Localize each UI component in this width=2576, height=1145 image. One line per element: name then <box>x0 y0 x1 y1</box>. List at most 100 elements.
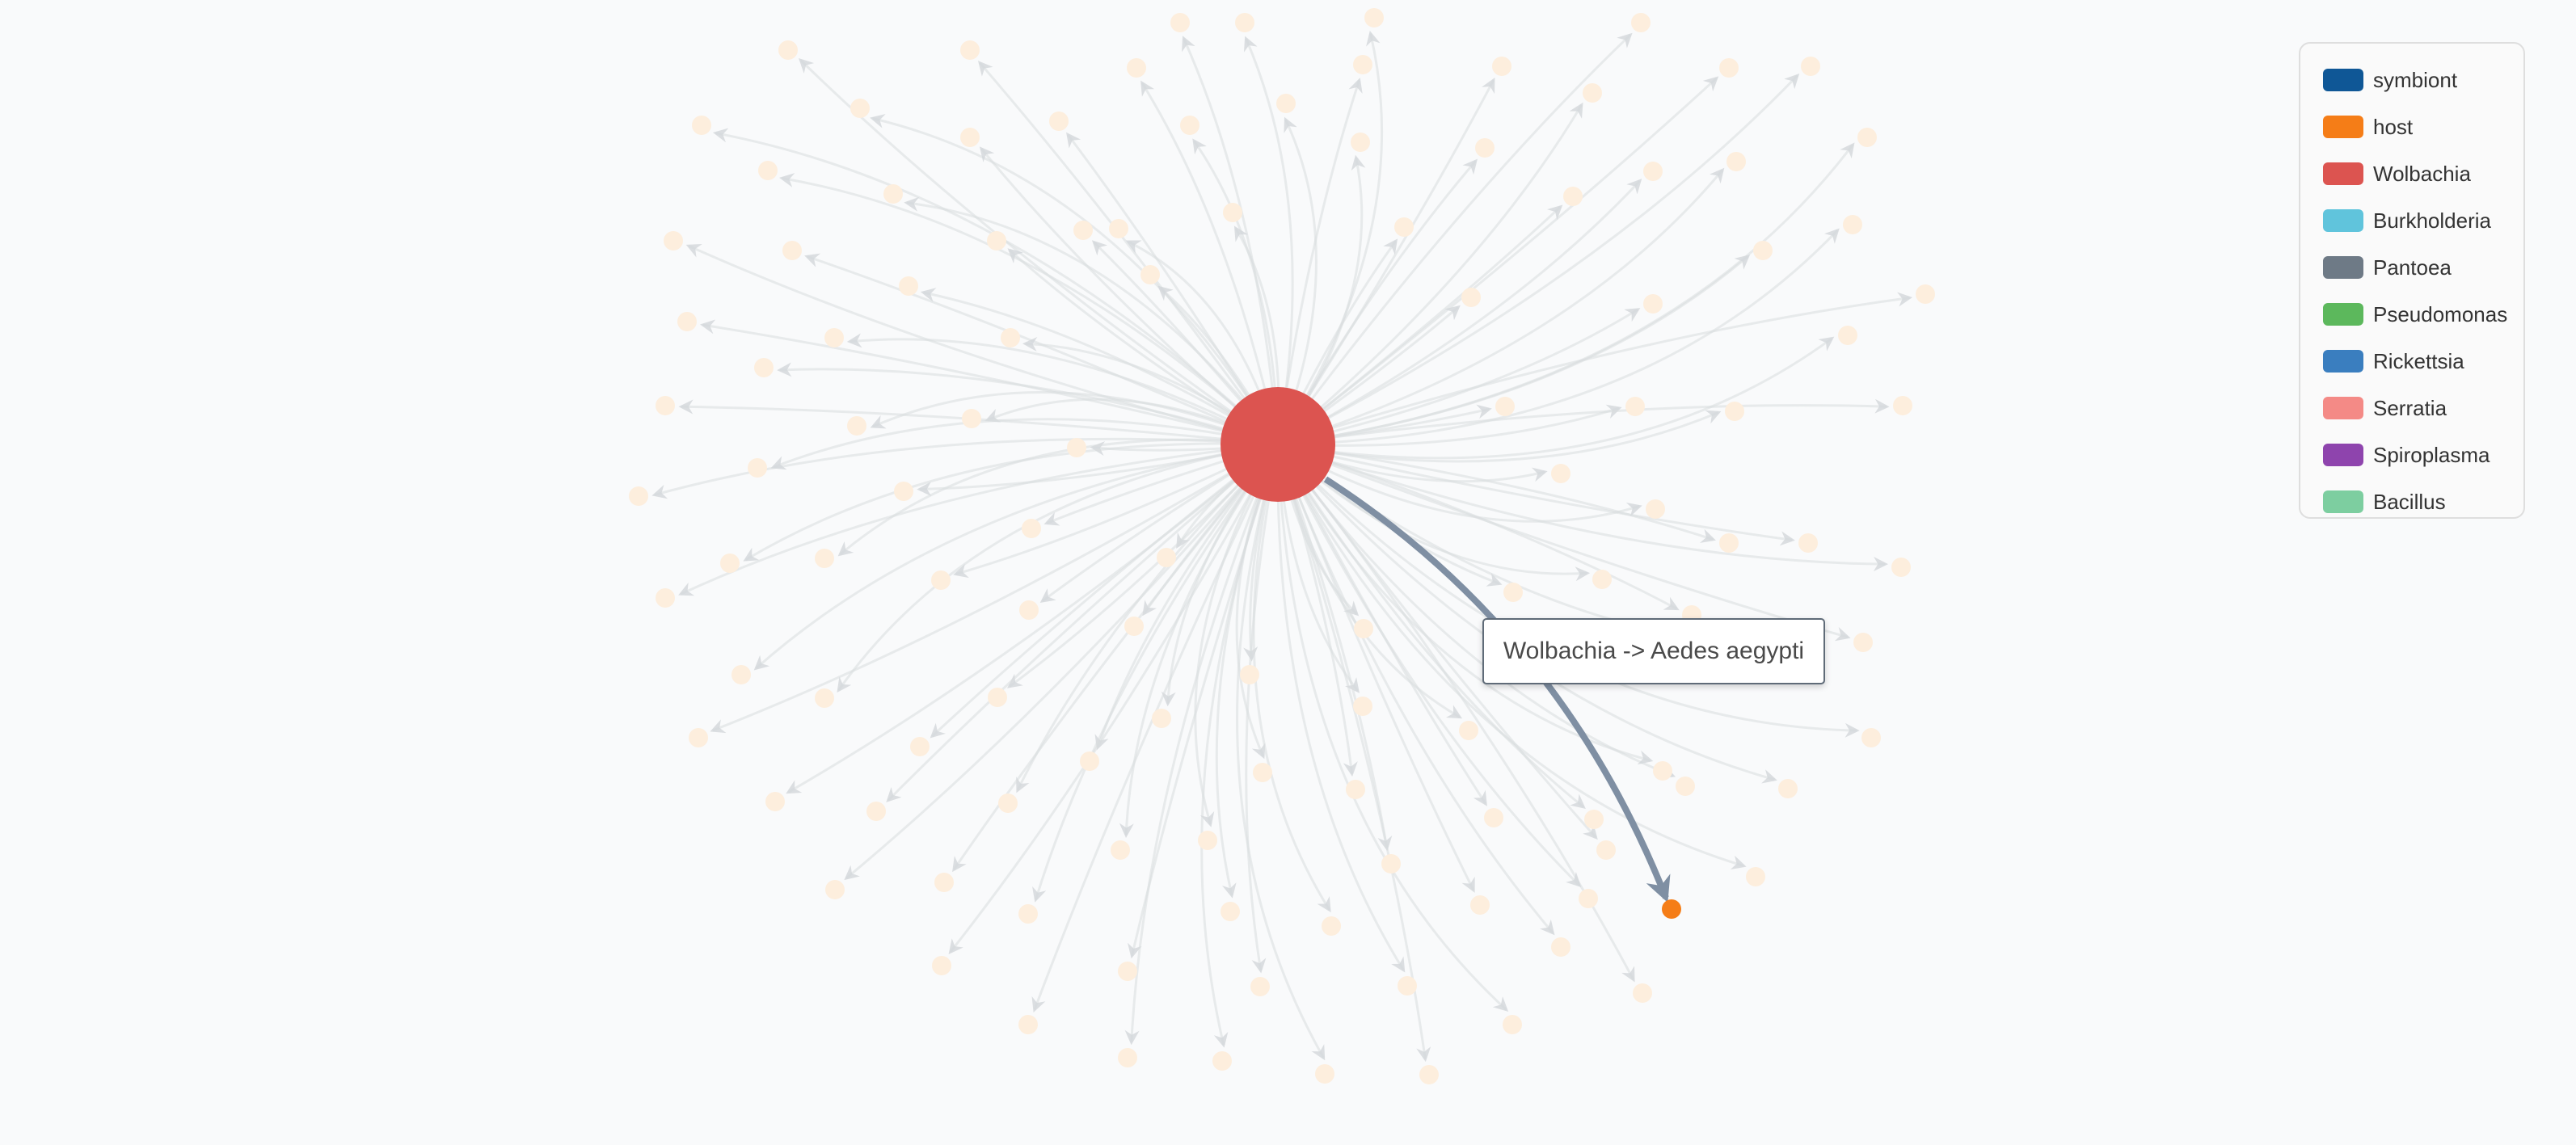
faded-host-node[interactable] <box>1109 219 1128 238</box>
faded-host-node[interactable] <box>1719 58 1739 78</box>
faded-host-node[interactable] <box>720 554 740 573</box>
faded-host-node[interactable] <box>1018 1015 1038 1034</box>
faded-host-node[interactable] <box>1551 937 1570 957</box>
faded-host-node[interactable] <box>1676 777 1695 796</box>
faded-host-node[interactable] <box>1893 396 1912 415</box>
faded-host-node[interactable] <box>1073 221 1093 240</box>
faded-host-node[interactable] <box>1157 548 1176 567</box>
faded-host-node[interactable] <box>1124 617 1144 636</box>
faded-host-node[interactable] <box>1646 499 1665 519</box>
faded-host-node[interactable] <box>1111 840 1130 860</box>
faded-host-node[interactable] <box>1459 721 1478 740</box>
faded-host-node[interactable] <box>1838 326 1857 345</box>
faded-host-node[interactable] <box>1170 13 1190 32</box>
faded-host-node[interactable] <box>1495 397 1515 416</box>
faded-host-node[interactable] <box>1180 116 1199 135</box>
faded-host-node[interactable] <box>1022 519 1041 538</box>
faded-host-node[interactable] <box>910 737 930 756</box>
faded-host-node[interactable] <box>748 458 767 478</box>
faded-host-node[interactable] <box>656 588 675 608</box>
faded-host-node[interactable] <box>1563 187 1583 206</box>
faded-host-node[interactable] <box>1152 709 1171 728</box>
faded-host-node[interactable] <box>664 231 683 250</box>
faded-host-node[interactable] <box>1492 57 1511 76</box>
faded-host-node[interactable] <box>1019 600 1039 620</box>
faded-host-node[interactable] <box>1322 916 1341 936</box>
faded-host-node[interactable] <box>1221 902 1240 921</box>
faded-host-node[interactable] <box>1891 558 1911 577</box>
faded-host-node[interactable] <box>1212 1051 1232 1071</box>
faded-host-node[interactable] <box>1364 8 1384 27</box>
faded-host-node[interactable] <box>1643 294 1663 314</box>
faded-host-node[interactable] <box>1916 284 1935 304</box>
faded-host-node[interactable] <box>1253 763 1272 782</box>
faded-host-node[interactable] <box>778 40 798 60</box>
faded-host-node[interactable] <box>1592 570 1612 589</box>
faded-host-node[interactable] <box>1631 13 1651 32</box>
legend-item-serratia[interactable]: Serratia <box>2323 385 2507 431</box>
faded-host-node[interactable] <box>1719 533 1739 553</box>
faded-host-node[interactable] <box>1240 665 1259 684</box>
legend-item-burkholderia[interactable]: Burkholderia <box>2323 197 2507 244</box>
node-aedes-aegypti[interactable] <box>1662 899 1681 919</box>
faded-host-node[interactable] <box>1118 962 1137 981</box>
legend-item-rickettsia[interactable]: Rickettsia <box>2323 338 2507 385</box>
faded-host-node[interactable] <box>1398 976 1417 996</box>
faded-host-node[interactable] <box>883 184 903 204</box>
faded-host-node[interactable] <box>677 312 697 331</box>
faded-host-node[interactable] <box>899 276 918 296</box>
faded-host-node[interactable] <box>1798 533 1818 553</box>
faded-host-node[interactable] <box>932 956 951 975</box>
faded-host-node[interactable] <box>1250 977 1270 996</box>
faded-host-node[interactable] <box>1067 438 1086 457</box>
faded-host-node[interactable] <box>1276 94 1296 113</box>
legend-item-symbiont[interactable]: symbiont <box>2323 57 2507 103</box>
faded-host-node[interactable] <box>1461 288 1481 307</box>
faded-host-node[interactable] <box>689 728 708 747</box>
faded-host-node[interactable] <box>1653 761 1672 781</box>
faded-host-node[interactable] <box>1643 162 1663 181</box>
faded-host-node[interactable] <box>1484 808 1503 827</box>
faded-host-node[interactable] <box>1419 1065 1439 1084</box>
legend-item-host[interactable]: host <box>2323 103 2507 150</box>
faded-host-node[interactable] <box>1049 112 1069 131</box>
faded-host-node[interactable] <box>1118 1048 1137 1067</box>
node-wolbachia[interactable] <box>1221 387 1335 502</box>
legend-item-spiroplasma[interactable]: Spiroplasma <box>2323 431 2507 478</box>
faded-host-node[interactable] <box>656 396 675 415</box>
faded-host-node[interactable] <box>758 161 778 180</box>
faded-host-node[interactable] <box>1198 831 1217 850</box>
faded-host-node[interactable] <box>1351 133 1370 152</box>
faded-host-node[interactable] <box>1001 328 1020 347</box>
faded-host-node[interactable] <box>754 358 774 377</box>
faded-host-node[interactable] <box>850 99 870 118</box>
faded-host-node[interactable] <box>866 802 886 821</box>
faded-host-node[interactable] <box>1223 203 1242 222</box>
faded-host-node[interactable] <box>1346 780 1365 799</box>
faded-host-node[interactable] <box>1018 904 1038 924</box>
faded-host-node[interactable] <box>998 794 1018 813</box>
faded-host-node[interactable] <box>1503 583 1523 602</box>
faded-host-node[interactable] <box>815 549 834 568</box>
faded-host-node[interactable] <box>934 873 954 892</box>
faded-host-node[interactable] <box>1315 1064 1334 1084</box>
faded-host-node[interactable] <box>960 40 980 60</box>
faded-host-node[interactable] <box>692 116 711 135</box>
legend-item-pseudomonas[interactable]: Pseudomonas <box>2323 291 2507 338</box>
edge-wolbachia-aedes-aegypti[interactable] <box>1323 476 1671 903</box>
faded-host-node[interactable] <box>1127 58 1146 78</box>
faded-host-node[interactable] <box>1857 128 1877 147</box>
faded-host-node[interactable] <box>1725 402 1744 421</box>
faded-host-node[interactable] <box>1843 215 1862 234</box>
faded-host-node[interactable] <box>782 241 802 260</box>
faded-host-node[interactable] <box>825 880 845 899</box>
faded-host-node[interactable] <box>1140 265 1160 284</box>
faded-host-node[interactable] <box>1625 397 1645 416</box>
faded-host-node[interactable] <box>1353 55 1372 74</box>
faded-host-node[interactable] <box>1633 983 1652 1003</box>
faded-host-node[interactable] <box>1583 83 1602 103</box>
faded-host-node[interactable] <box>1503 1015 1522 1034</box>
legend-item-wolbachia[interactable]: Wolbachia <box>2323 150 2507 197</box>
faded-host-node[interactable] <box>1394 217 1414 237</box>
